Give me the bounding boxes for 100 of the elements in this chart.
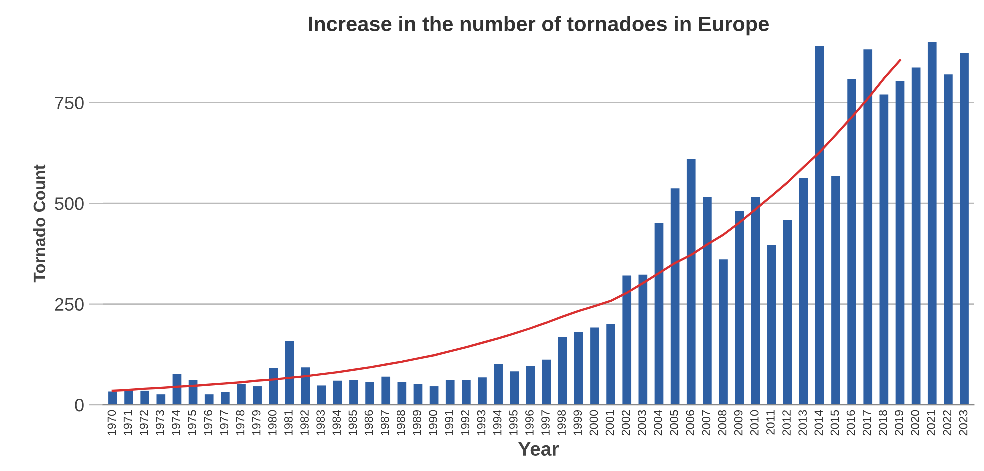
x-tick-label: 2001 (606, 410, 614, 436)
bar (686, 159, 696, 406)
bar (783, 220, 792, 406)
x-tick-label: 1979 (252, 410, 261, 436)
bar (799, 178, 808, 406)
x-tick-label: 2000 (590, 410, 598, 436)
bar (140, 390, 150, 406)
x-tick-label: 1981 (284, 410, 293, 436)
x-tick-label: 1992 (461, 410, 470, 436)
bar (108, 392, 118, 406)
bar (124, 390, 134, 406)
bar (654, 223, 664, 406)
bar (156, 394, 166, 406)
x-tick-label: 1988 (396, 410, 406, 436)
bar (285, 341, 294, 406)
x-tick-label: 1973 (156, 410, 164, 436)
y-tick-label: 0 (75, 398, 84, 412)
x-tick-label: 2003 (638, 410, 646, 436)
x-tick-label: 1999 (574, 410, 582, 436)
bar (719, 260, 728, 406)
bar (880, 94, 889, 406)
bar (622, 276, 632, 406)
bar (317, 386, 326, 406)
x-tick-label: 2022 (943, 410, 952, 436)
x-tick-label: 1984 (332, 410, 342, 436)
bar (960, 53, 969, 406)
bar (638, 274, 648, 406)
bar (896, 81, 905, 406)
chart-title: Increase in the number of tornadoes in Europe (309, 16, 769, 36)
bar (912, 68, 921, 406)
bar (590, 328, 600, 406)
y-axis-title: Tornado Count (33, 164, 46, 283)
bar (574, 332, 584, 406)
bar (542, 360, 552, 406)
x-tick-label: 1972 (140, 410, 148, 436)
bar (928, 42, 937, 406)
x-tick-label: 2021 (927, 410, 936, 436)
x-tick-label: 2023 (959, 410, 968, 436)
bar (221, 392, 230, 406)
x-tick-label: 2004 (654, 410, 662, 436)
bar (204, 394, 214, 406)
x-tick-label: 2010 (750, 410, 759, 436)
x-tick-label: 1982 (300, 410, 309, 436)
x-tick-label: 1985 (348, 410, 358, 436)
bar (398, 382, 407, 406)
x-tick-label: 1994 (493, 410, 502, 436)
x-tick-label: 1993 (477, 410, 486, 436)
bar (767, 245, 776, 406)
x-tick-label: 2015 (830, 410, 840, 436)
bar (510, 372, 520, 406)
bar (944, 74, 953, 406)
bar (414, 384, 423, 406)
x-tick-label: 1970 (108, 410, 116, 436)
x-tick-label: 2006 (686, 410, 695, 436)
x-tick-label: 2007 (702, 410, 711, 436)
bar (237, 384, 246, 406)
x-tick-label: 2013 (798, 410, 808, 436)
x-tick-label: 2018 (878, 410, 888, 436)
bar (670, 188, 680, 406)
bar (253, 386, 262, 406)
bar (478, 378, 487, 406)
bar (751, 197, 760, 406)
bar (526, 366, 536, 406)
x-tick-label: 1978 (236, 410, 245, 436)
bar (462, 380, 471, 406)
x-tick-label: 1991 (445, 410, 454, 436)
x-axis-title: Year (518, 442, 559, 456)
bar (832, 176, 840, 406)
x-tick-label: 1983 (316, 410, 325, 436)
x-tick-label: 1998 (558, 410, 566, 436)
bar (558, 337, 568, 406)
bar (864, 50, 873, 406)
bar (815, 46, 824, 406)
y-tick-label: 500 (55, 198, 84, 210)
bar (848, 79, 856, 406)
bar (446, 380, 455, 406)
x-tick-label: 1997 (542, 410, 550, 436)
x-tick-label: 1980 (268, 410, 277, 436)
x-tick-label: 2016 (846, 410, 856, 436)
x-tick-label: 2020 (911, 410, 920, 436)
bar (350, 380, 358, 406)
x-tick-label: 1977 (220, 410, 229, 436)
x-tick-label: 2005 (670, 410, 678, 436)
bar (382, 376, 391, 406)
x-tick-label: 2011 (766, 410, 775, 435)
x-tick-label: 2017 (862, 410, 872, 436)
x-tick-label: 1990 (429, 410, 438, 436)
bar (494, 364, 503, 406)
x-tick-label: 2002 (622, 410, 630, 436)
x-tick-label: 2009 (734, 410, 743, 436)
x-tick-label: 2012 (782, 410, 791, 436)
line-series (112, 59, 902, 392)
x-tick-label: 1989 (413, 410, 422, 436)
bar (333, 380, 342, 406)
x-tick-label: 1995 (509, 410, 518, 436)
x-tick-label: 1987 (380, 410, 390, 436)
x-tick-label: 1975 (188, 410, 196, 436)
x-tick-label: 2014 (814, 410, 824, 436)
x-tick-label: 1971 (124, 410, 132, 436)
x-tick-label: 2008 (718, 410, 727, 436)
